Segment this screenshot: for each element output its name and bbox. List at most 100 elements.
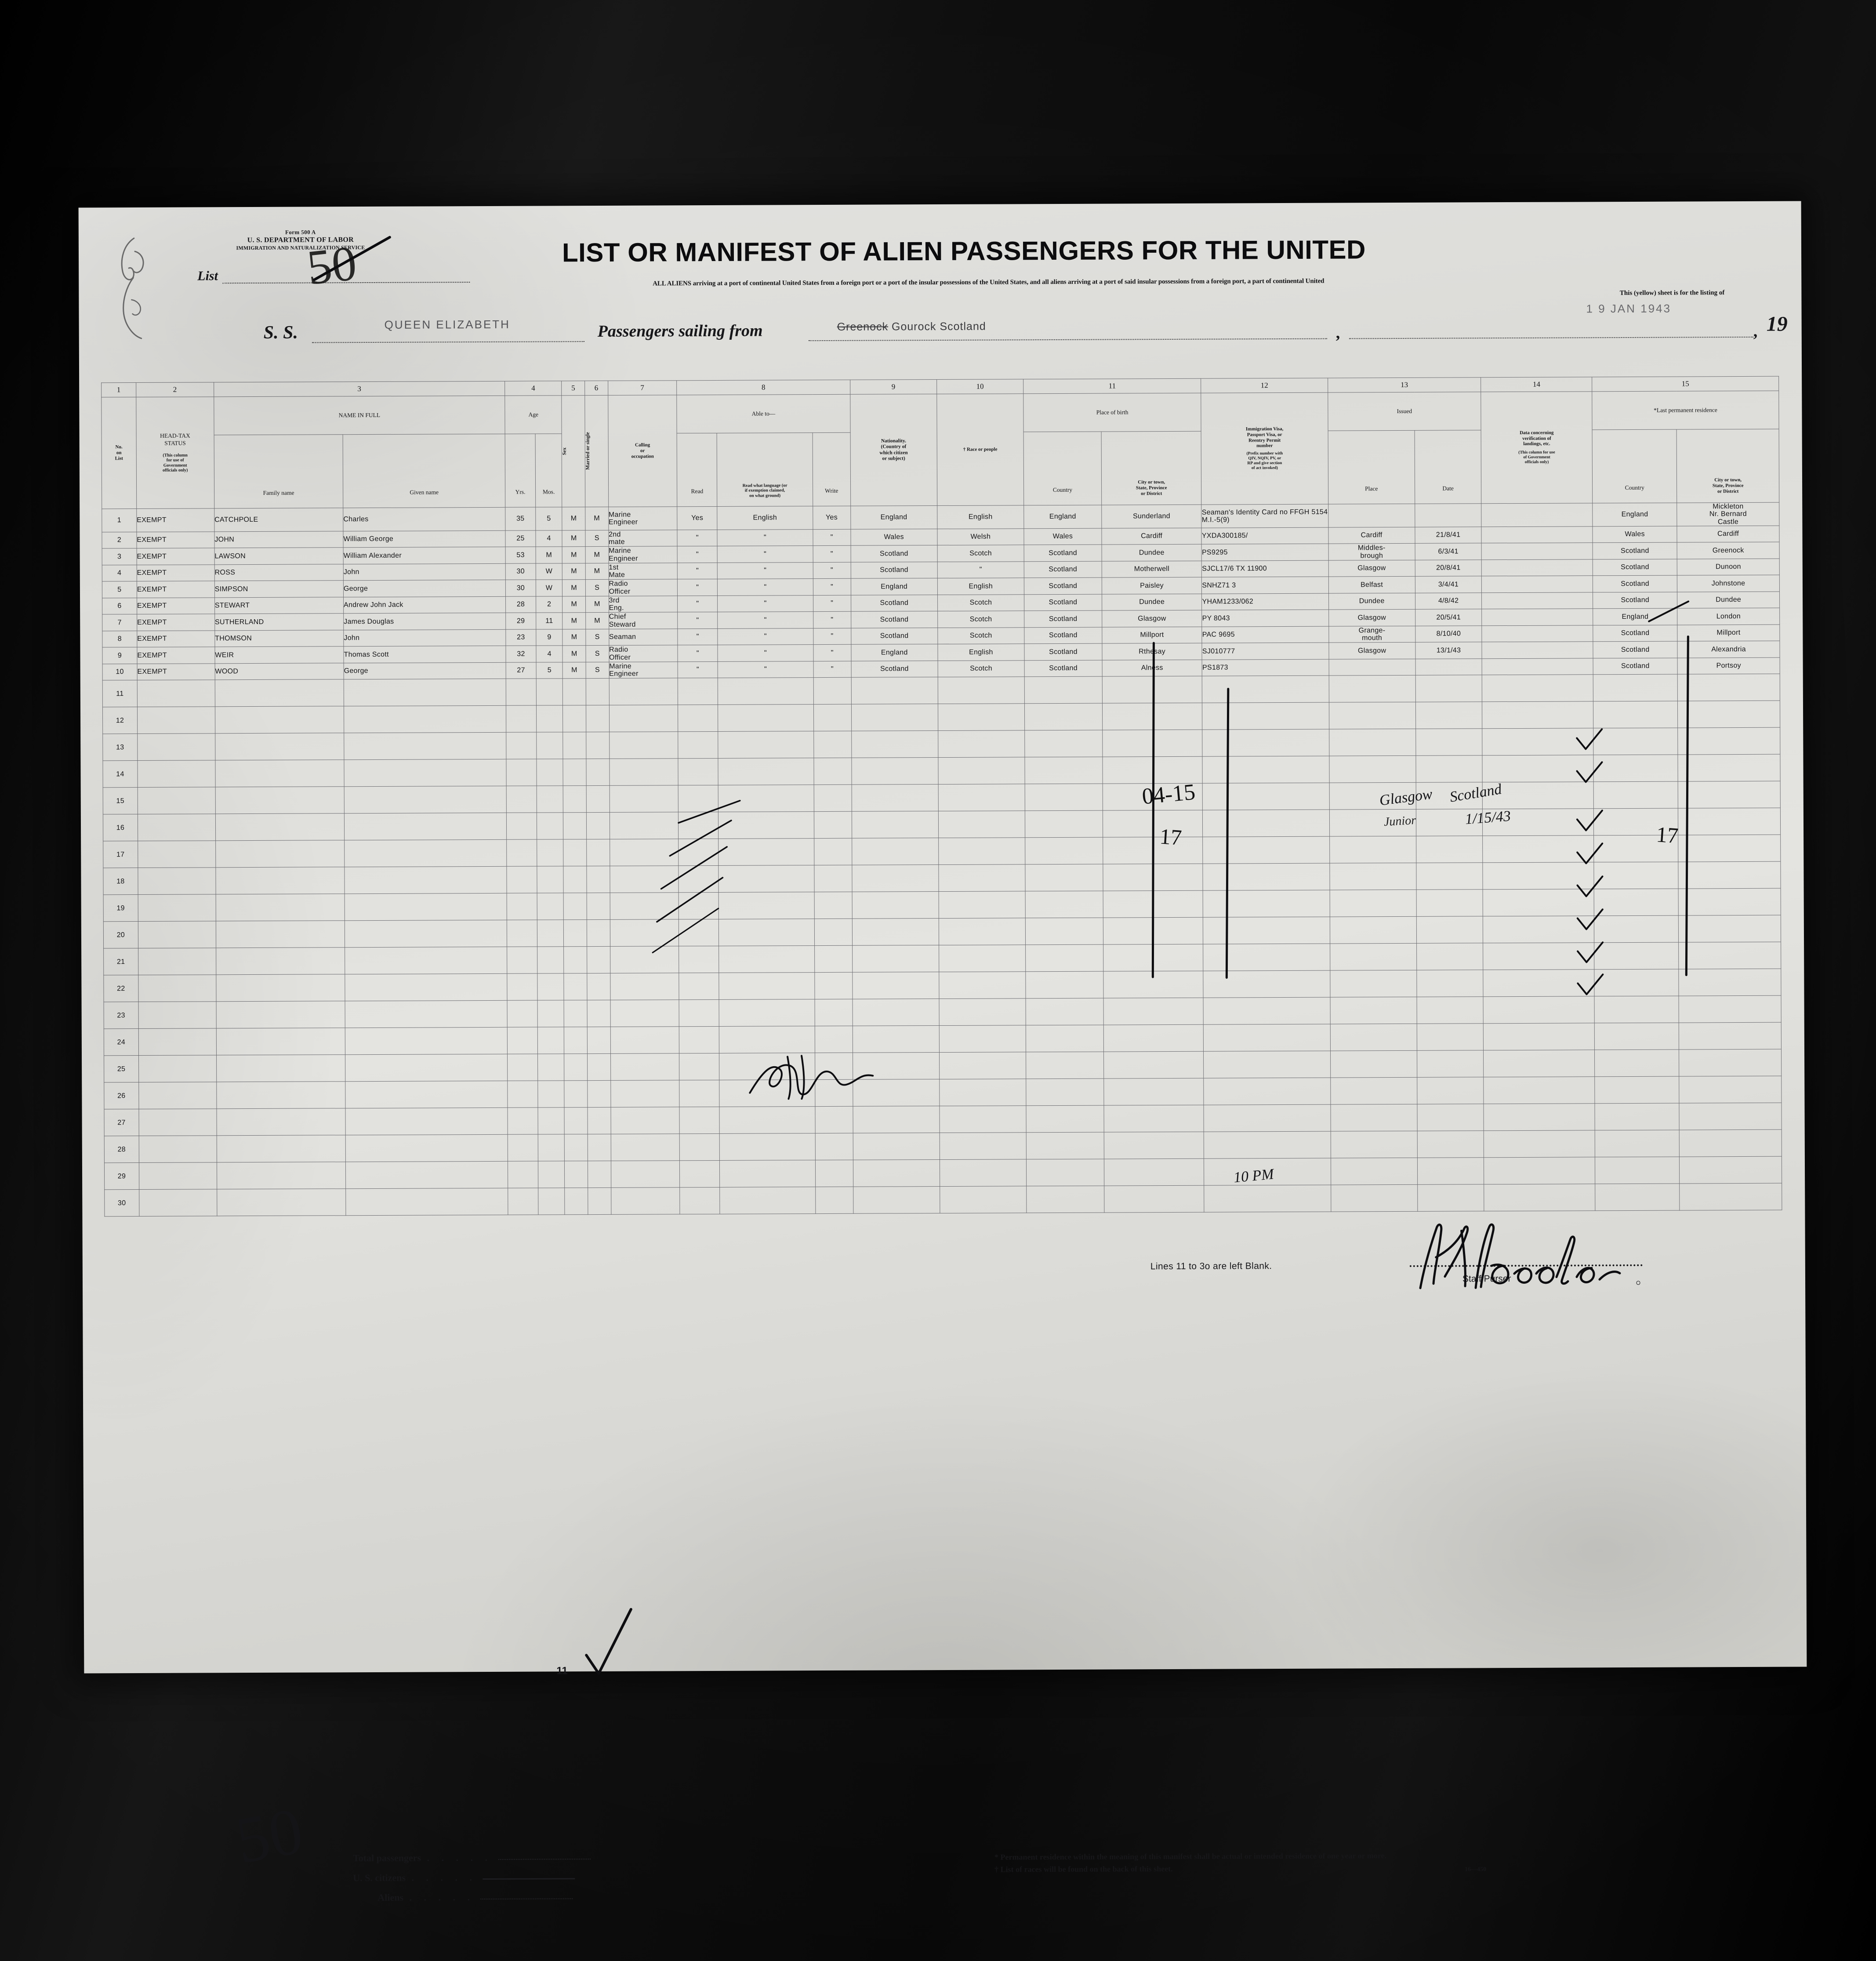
colnum-10: 10 bbox=[936, 379, 1023, 394]
total-passengers-row: Total passengers . . . . . bbox=[353, 1847, 591, 1868]
empty-cell bbox=[678, 731, 718, 759]
empty-cell bbox=[345, 1108, 508, 1136]
empty-cell bbox=[1417, 1077, 1484, 1104]
head-tax-status: EXEMPT bbox=[137, 581, 215, 598]
empty-cell bbox=[679, 1053, 720, 1081]
read-language: " bbox=[718, 628, 813, 645]
empty-cell bbox=[586, 705, 610, 732]
empty-cell bbox=[137, 680, 215, 707]
empty-cell bbox=[1025, 891, 1103, 919]
empty-cell bbox=[215, 706, 344, 734]
empty-cell bbox=[938, 864, 1026, 892]
sex: M bbox=[562, 563, 586, 580]
empty-cell bbox=[1594, 942, 1679, 970]
empty-cell bbox=[586, 732, 610, 759]
empty-cell bbox=[215, 813, 345, 841]
empty-cell bbox=[1203, 997, 1330, 1025]
empty-cell bbox=[718, 731, 814, 759]
empty-cell bbox=[1594, 1076, 1680, 1104]
empty-cell bbox=[344, 705, 506, 734]
nationality: England bbox=[851, 578, 938, 596]
empty-cell bbox=[138, 921, 216, 948]
empty-cell bbox=[609, 705, 679, 732]
header-family-name: Family name bbox=[214, 434, 343, 508]
birth-city: Cardiff bbox=[1101, 528, 1202, 545]
empty-cell bbox=[562, 678, 586, 706]
empty-cell bbox=[1678, 915, 1781, 943]
calling-occupation: 1st Mate bbox=[608, 563, 678, 580]
empty-cell bbox=[938, 730, 1025, 758]
empty-cell bbox=[537, 839, 564, 867]
empty-cell bbox=[1677, 674, 1780, 701]
empty-cell bbox=[1594, 969, 1679, 997]
dots-leader: . . . . . bbox=[411, 1872, 477, 1883]
sex: M bbox=[562, 546, 586, 563]
empty-cell bbox=[1204, 1078, 1331, 1105]
residence-city: Dundee bbox=[1677, 591, 1780, 609]
empty-cell bbox=[588, 1107, 611, 1134]
empty-cell bbox=[506, 866, 537, 893]
empty-cell bbox=[852, 864, 939, 892]
empty-cell bbox=[139, 1136, 217, 1163]
empty-cell bbox=[940, 1159, 1027, 1187]
row-number: 20 bbox=[103, 921, 138, 949]
empty-cell bbox=[1025, 944, 1103, 972]
age-years: 25 bbox=[505, 530, 536, 547]
empty-cell bbox=[814, 892, 852, 919]
empty-cell bbox=[938, 891, 1026, 919]
empty-cell bbox=[1594, 915, 1679, 943]
header-nationality: Nationality. (Country of which citizen or s… bbox=[850, 394, 937, 506]
empty-cell bbox=[1416, 916, 1483, 944]
colnum-4: 4 bbox=[504, 381, 562, 396]
empty-cell bbox=[216, 1055, 345, 1082]
row-number: 3 bbox=[102, 548, 137, 565]
race-or-people: Scotch bbox=[937, 611, 1024, 628]
given-name: John bbox=[343, 563, 506, 581]
us-citizens-value[interactable] bbox=[483, 1878, 575, 1880]
residence-country: Scotland bbox=[1593, 592, 1677, 609]
empty-cell bbox=[1593, 728, 1678, 755]
empty-cell bbox=[852, 999, 940, 1026]
empty-cell bbox=[679, 1133, 720, 1161]
marital-status: M bbox=[585, 596, 609, 613]
residence-city: Greenock bbox=[1677, 542, 1780, 559]
empty-cell bbox=[1026, 1025, 1104, 1053]
empty-cell bbox=[344, 759, 507, 787]
residence-country: Wales bbox=[1593, 526, 1677, 543]
empty-cell bbox=[1482, 835, 1594, 863]
empty-cell bbox=[1103, 890, 1203, 918]
colnum-1: 1 bbox=[101, 382, 136, 397]
year-label: 19 bbox=[1766, 312, 1788, 336]
empty-cell bbox=[814, 999, 853, 1026]
aliens-value[interactable] bbox=[480, 1898, 573, 1900]
write: " bbox=[813, 529, 851, 546]
issued-date: 6/3/41 bbox=[1415, 543, 1482, 560]
empty-cell bbox=[1679, 1022, 1782, 1050]
verification-data bbox=[1481, 559, 1593, 577]
empty-cell bbox=[939, 1052, 1026, 1079]
empty-cell bbox=[215, 787, 345, 814]
age-months: W bbox=[536, 580, 562, 596]
visa-number: SJ010777 bbox=[1202, 643, 1329, 660]
colnum-14: 14 bbox=[1480, 377, 1592, 392]
empty-cell bbox=[1203, 863, 1330, 891]
empty-cell bbox=[536, 732, 563, 759]
colnum-15: 15 bbox=[1592, 376, 1779, 392]
read: " bbox=[677, 612, 718, 629]
total-passengers-value[interactable] bbox=[498, 1859, 591, 1860]
head-tax-status: EXEMPT bbox=[137, 564, 215, 581]
empty-cell bbox=[1329, 755, 1416, 783]
visa-number: YXDA300185/ bbox=[1201, 527, 1328, 545]
empty-cell bbox=[853, 1106, 940, 1133]
issued-place: Cardiff bbox=[1328, 527, 1415, 544]
empty-cell bbox=[537, 973, 564, 1001]
empty-cell bbox=[610, 919, 679, 947]
age-months: 4 bbox=[536, 646, 563, 662]
birth-country: Wales bbox=[1023, 528, 1102, 545]
header-birth-country: Country bbox=[1023, 432, 1102, 505]
empty-cell bbox=[1103, 944, 1204, 972]
empty-cell bbox=[563, 759, 587, 786]
empty-cell bbox=[853, 1159, 940, 1187]
empty-cell bbox=[678, 785, 718, 813]
empty-cell bbox=[536, 786, 563, 813]
